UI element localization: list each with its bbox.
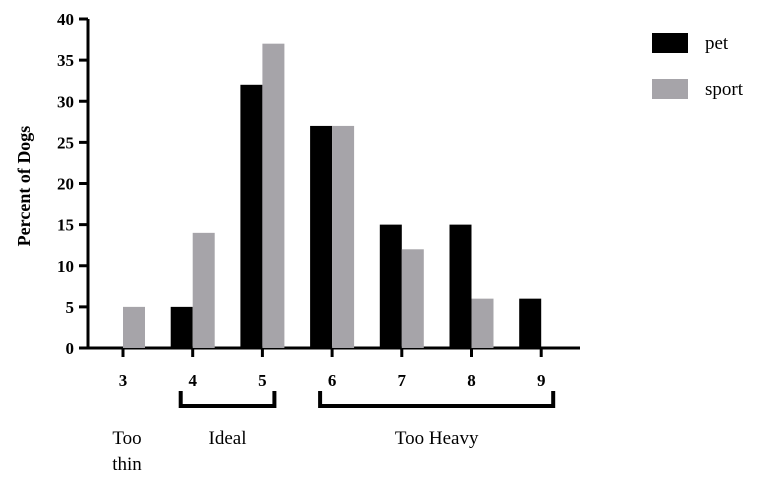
y-tick-label: 10 bbox=[57, 257, 74, 276]
bar-pet-9 bbox=[519, 298, 542, 348]
x-tick-label: 7 bbox=[398, 371, 407, 390]
group-bracket bbox=[318, 391, 556, 408]
bar-pet-4 bbox=[170, 306, 193, 348]
bar-sport-8 bbox=[471, 298, 494, 348]
y-axis-label: Percent of Dogs bbox=[14, 126, 34, 247]
bar-sport-6 bbox=[332, 125, 355, 348]
bar-sport-5 bbox=[262, 43, 285, 349]
y-tick-label: 20 bbox=[57, 175, 74, 194]
x-tick-label: 4 bbox=[188, 371, 197, 390]
x-tick-label: 9 bbox=[537, 371, 546, 390]
legend-label-pet: pet bbox=[705, 33, 729, 54]
y-tick-label: 30 bbox=[57, 92, 74, 111]
group-bracket bbox=[178, 391, 277, 408]
category-groups: Too thin Ideal Too Heavy bbox=[112, 391, 556, 475]
x-tick-label: 8 bbox=[467, 371, 476, 390]
axes: 0 5 10 15 20 25 30 35 40 3 4 5 6 7 8 9 bbox=[57, 10, 580, 390]
group-label: Too thin bbox=[112, 428, 142, 475]
legend-swatch-pet bbox=[652, 33, 688, 53]
bar-pet-5 bbox=[240, 84, 263, 349]
bar-sport-7 bbox=[401, 249, 424, 348]
x-tick-label: 6 bbox=[328, 371, 337, 390]
y-tick-label: 0 bbox=[66, 339, 75, 358]
bars bbox=[123, 43, 542, 349]
bar-pet-8 bbox=[449, 224, 472, 348]
y-tick-label: 15 bbox=[57, 216, 74, 235]
legend-swatch-sport bbox=[652, 79, 688, 99]
bar-pet-6 bbox=[310, 125, 333, 348]
x-tick-label: 3 bbox=[119, 371, 128, 390]
y-tick-label: 35 bbox=[57, 51, 74, 70]
y-tick-label: 40 bbox=[57, 10, 74, 29]
group-label: Too Heavy bbox=[395, 428, 479, 449]
legend-label-sport: sport bbox=[705, 79, 744, 100]
bar-sport-4 bbox=[192, 232, 215, 348]
y-tick-label: 5 bbox=[66, 298, 75, 317]
x-tick-label: 5 bbox=[258, 371, 267, 390]
y-tick-label: 25 bbox=[57, 133, 74, 152]
bar-pet-7 bbox=[379, 224, 402, 348]
group-label: Ideal bbox=[209, 428, 247, 449]
bar-sport-3 bbox=[123, 306, 145, 348]
legend: pet sport bbox=[652, 33, 744, 100]
